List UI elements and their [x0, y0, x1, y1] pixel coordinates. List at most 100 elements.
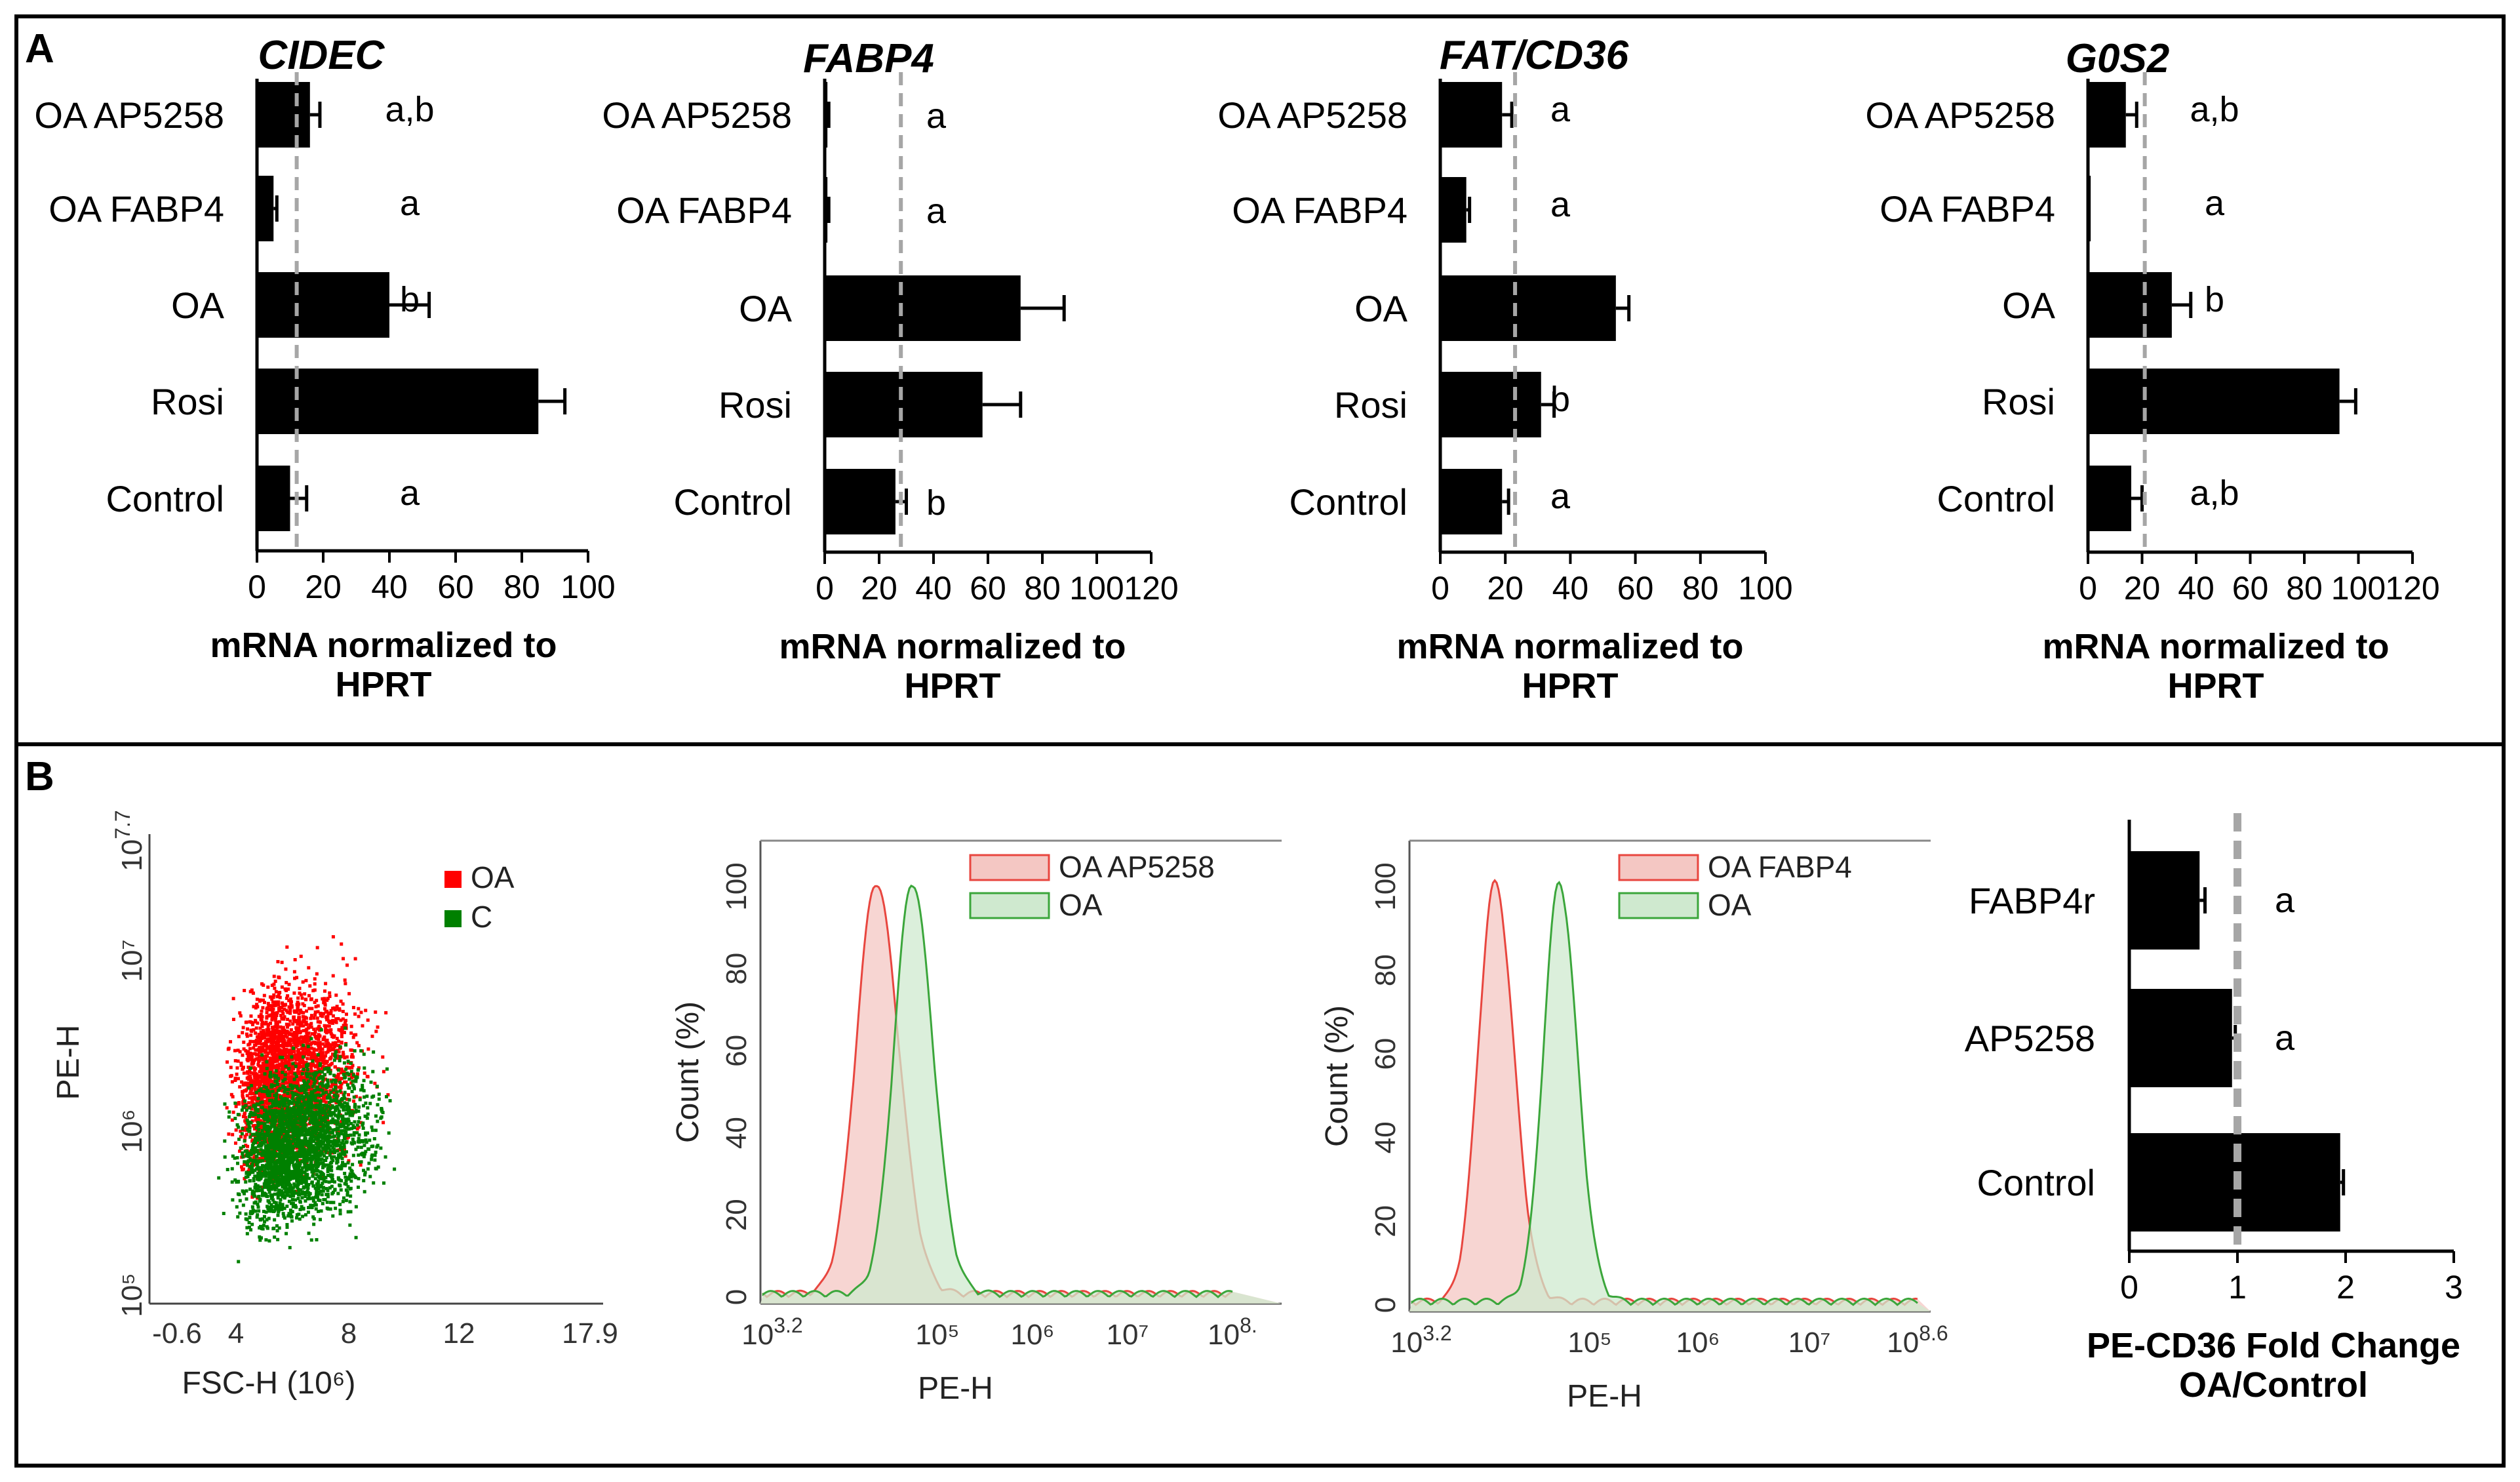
scatter-point-c: [226, 1168, 229, 1172]
scatter-legend-oa-swatch: [444, 871, 462, 888]
chart0-category-label: OA AP5258: [34, 94, 224, 136]
scatter-point-oa: [274, 1016, 278, 1020]
scatter-point-c: [339, 1154, 343, 1158]
scatter-point-oa: [315, 1089, 319, 1093]
scatter-point-c: [325, 1134, 328, 1138]
scatter-point-c: [300, 1094, 304, 1098]
scatter-point-c: [376, 1165, 380, 1169]
scatter-point-c: [309, 1141, 313, 1145]
scatter-point-c: [310, 1205, 314, 1209]
scatter-point-oa: [313, 1030, 317, 1034]
scatter-point-oa: [253, 1052, 257, 1056]
scatter-point-c: [336, 1140, 340, 1144]
scatter-point-c: [304, 1140, 307, 1144]
scatter-point-oa: [252, 1005, 256, 1009]
scatter-point-c: [326, 1188, 330, 1192]
scatter-point-c: [263, 1090, 267, 1094]
scatter-point-oa: [297, 1063, 301, 1067]
scatter-point-oa: [262, 1078, 266, 1082]
scatter-point-oa: [268, 1049, 272, 1053]
scatter-point-c: [278, 1134, 282, 1138]
scatter-point-c: [321, 1142, 325, 1146]
scatter-point-oa: [260, 1037, 264, 1041]
scatter-point-c: [338, 1045, 342, 1049]
scatter-point-oa: [345, 1055, 349, 1059]
scatter-point-oa: [307, 1091, 311, 1095]
scatter-point-c: [326, 1081, 330, 1085]
scatter-point-c: [292, 1190, 296, 1193]
scatter-point-c: [362, 1155, 366, 1159]
scatter-point-c: [271, 1227, 275, 1231]
scatter-point-c: [245, 1150, 249, 1153]
scatter-point-c: [363, 1144, 366, 1148]
scatter-point-c: [267, 1144, 271, 1148]
scatter-point-c: [357, 1176, 361, 1180]
scatter-point-oa: [351, 1064, 355, 1068]
scatter-point-c: [338, 1081, 342, 1085]
scatter-point-c: [323, 1073, 326, 1077]
chart3-sig-letter: a,b: [2190, 90, 2239, 129]
scatter-point-oa: [241, 1066, 245, 1070]
scatter-point-oa: [286, 1011, 290, 1014]
scatter-point-oa: [319, 1052, 323, 1056]
scatter-point-c: [342, 1105, 346, 1109]
scatter-point-oa: [268, 995, 272, 999]
chart1-title: FABP4: [803, 36, 934, 81]
scatter-point-c: [270, 1134, 274, 1138]
chart3-bar: [2088, 82, 2126, 148]
scatter-point-oa: [313, 1001, 317, 1005]
scatter-point-c: [245, 1118, 249, 1122]
scatter-point-c: [294, 1115, 298, 1119]
scatter-point-c: [310, 1137, 314, 1141]
scatter-point-oa: [283, 1051, 286, 1054]
chart1-bar: [825, 82, 828, 148]
scatter-point-c: [322, 1104, 326, 1108]
scatter-point-c: [342, 1061, 346, 1065]
scatter-point-oa: [315, 999, 319, 1003]
scatter-point-oa: [311, 1064, 315, 1068]
scatter-point-c: [317, 1190, 321, 1194]
scatter-point-oa: [326, 1014, 330, 1018]
scatter-point-c: [321, 1201, 325, 1205]
scatter-point-oa: [344, 1080, 348, 1084]
scatter-point-c: [285, 1225, 289, 1229]
scatter-point-c: [273, 1174, 277, 1178]
scatter-point-oa: [249, 1020, 253, 1024]
scatter-point-c: [285, 1159, 288, 1163]
scatter-point-oa: [265, 1040, 269, 1044]
scatter-point-c: [365, 1116, 369, 1120]
scatter-point-c: [344, 1175, 347, 1179]
scatter-point-oa: [342, 1053, 345, 1057]
scatter-point-c: [336, 1127, 340, 1131]
scatter-point-c: [300, 1169, 304, 1172]
scatter-point-oa: [296, 1071, 300, 1075]
scatter-point-c: [254, 1209, 258, 1213]
scatter-point-oa: [287, 1048, 291, 1052]
scatter-point-oa: [316, 1101, 320, 1105]
scatter-point-oa: [265, 1046, 269, 1050]
scatter-point-c: [279, 1165, 283, 1169]
scatter-point-oa: [248, 1042, 252, 1046]
scatter-point-oa: [344, 1012, 348, 1016]
scatter-point-c: [319, 1102, 323, 1106]
scatter-point-c: [258, 1235, 262, 1239]
scatter-point-oa: [254, 1018, 258, 1022]
scatter-point-c: [300, 1110, 304, 1114]
scatter-point-c: [328, 1152, 332, 1155]
scatter-point-c: [354, 1077, 358, 1081]
scatter-point-c: [236, 1113, 240, 1117]
scatter-point-oa: [308, 1063, 312, 1067]
scatter-point-oa: [305, 1037, 309, 1041]
scatter-ytick-label: 10⁷: [116, 940, 148, 982]
scatter-point-oa: [249, 1090, 253, 1094]
scatter-point-oa: [264, 1057, 268, 1061]
scatter-point-oa: [243, 1134, 247, 1138]
scatter-point-oa: [260, 1033, 264, 1037]
scatter-point-c: [340, 1141, 344, 1145]
scatter-point-oa: [320, 1066, 324, 1070]
scatter-point-oa: [373, 1081, 377, 1085]
scatter-xtick-label: 12: [443, 1317, 475, 1350]
scatter-point-c: [307, 1150, 311, 1153]
scatter-point-oa: [301, 1075, 305, 1079]
scatter-point-c: [252, 1104, 256, 1108]
